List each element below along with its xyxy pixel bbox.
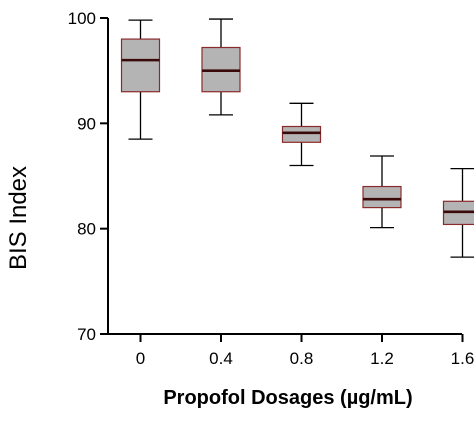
y-tick-label: 80 [77,220,96,239]
iqr-box [281,125,322,143]
boxes [120,18,474,258]
box-group [281,102,322,167]
x-tick-label: 1.6 [451,349,474,368]
iqr-box [362,185,402,209]
y-tick-label: 90 [77,114,96,133]
box-group [362,155,402,229]
box-group [442,167,474,258]
axes [100,17,464,342]
x-tick-label: 0 [136,349,145,368]
box-group [201,18,241,116]
y-axis-title: BIS Index [5,166,32,270]
iqr-box [120,38,161,93]
labels: 70 80 90 100 0 0.4 0.8 1.2 1.6 [68,9,474,368]
x-tick-label: 1.2 [370,349,394,368]
y-tick-label: 70 [77,325,96,344]
x-tick-label: 0.4 [209,349,233,368]
box-group [120,19,161,140]
x-tick-label: 0.8 [290,349,314,368]
y-tick-label: 100 [68,9,96,28]
x-axis-title: Propofol Dosages (µg/mL) [163,387,412,409]
